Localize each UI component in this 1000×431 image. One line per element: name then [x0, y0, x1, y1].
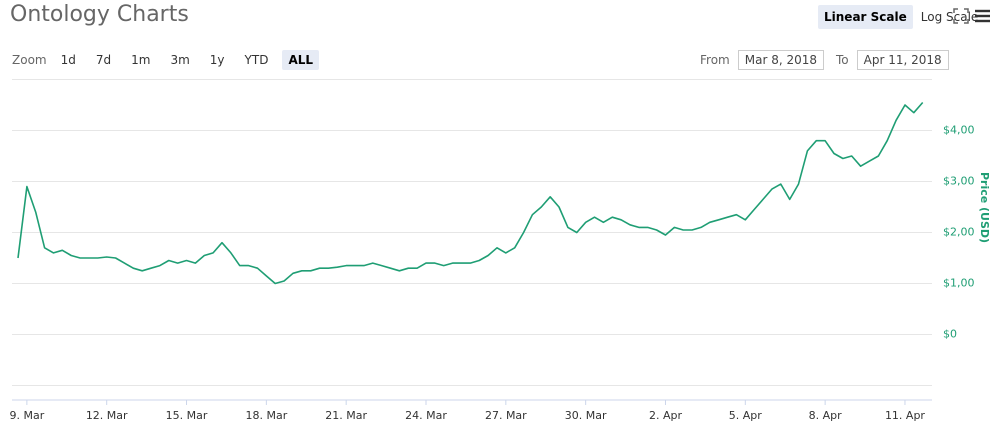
zoom-button[interactable]: 1m	[131, 53, 151, 67]
x-tick-label: 30. Mar	[565, 409, 607, 422]
x-tick-label: 11. Apr	[885, 409, 925, 422]
menu-icon[interactable]	[975, 9, 990, 23]
zoom-button[interactable]: 1d	[60, 53, 76, 67]
zoom-button[interactable]: 1y	[209, 53, 225, 67]
y-tick-label: $2,00	[943, 226, 975, 239]
to-label: To	[836, 53, 849, 67]
from-label: From	[700, 53, 730, 67]
from-input[interactable]: Mar 8, 2018	[737, 50, 824, 70]
scale-button[interactable]: Linear Scale	[818, 5, 913, 29]
scale-button[interactable]: Log Scale	[920, 10, 979, 24]
x-tick-label: 9. Mar	[9, 409, 44, 422]
fullscreen-icon[interactable]	[953, 8, 969, 24]
x-tick-label: 18. Mar	[245, 409, 287, 422]
zoom-button[interactable]: ALL	[282, 50, 320, 70]
date-range: From Mar 8, 2018 To Apr 11, 2018	[700, 50, 949, 70]
toolbar-icons	[953, 8, 990, 24]
price-line	[17, 101, 924, 285]
zoom-label: Zoom	[12, 53, 47, 67]
x-tick-label: 24. Mar	[405, 409, 447, 422]
y-axis-title: Price (USD)	[978, 172, 991, 243]
y-tick-label: $0	[943, 328, 957, 341]
y-tick-label: $4,00	[943, 124, 975, 137]
x-tick-label: 8. Apr	[809, 409, 842, 422]
x-tick-label: 27. Mar	[485, 409, 527, 422]
zoom-button[interactable]: 3m	[170, 53, 190, 67]
zoom-controls: Zoom 1d 7d 1m 3m 1y YTD ALL	[12, 50, 321, 70]
x-tick-label: 2. Apr	[649, 409, 682, 422]
x-tick-label: 12. Mar	[86, 409, 128, 422]
zoom-button[interactable]: YTD	[244, 53, 269, 67]
zoom-button[interactable]: 7d	[95, 53, 112, 67]
chart-title: Ontology Charts	[10, 2, 189, 27]
y-tick-label: $3,00	[943, 175, 975, 188]
to-input[interactable]: Apr 11, 2018	[856, 50, 949, 70]
scale-buttons: Linear Scale Log Scale	[818, 5, 986, 29]
x-tick-label: 5. Apr	[729, 409, 762, 422]
x-tick-label: 21. Mar	[325, 409, 367, 422]
x-tick-label: 15. Mar	[166, 409, 208, 422]
y-tick-label: $1,00	[943, 277, 975, 290]
